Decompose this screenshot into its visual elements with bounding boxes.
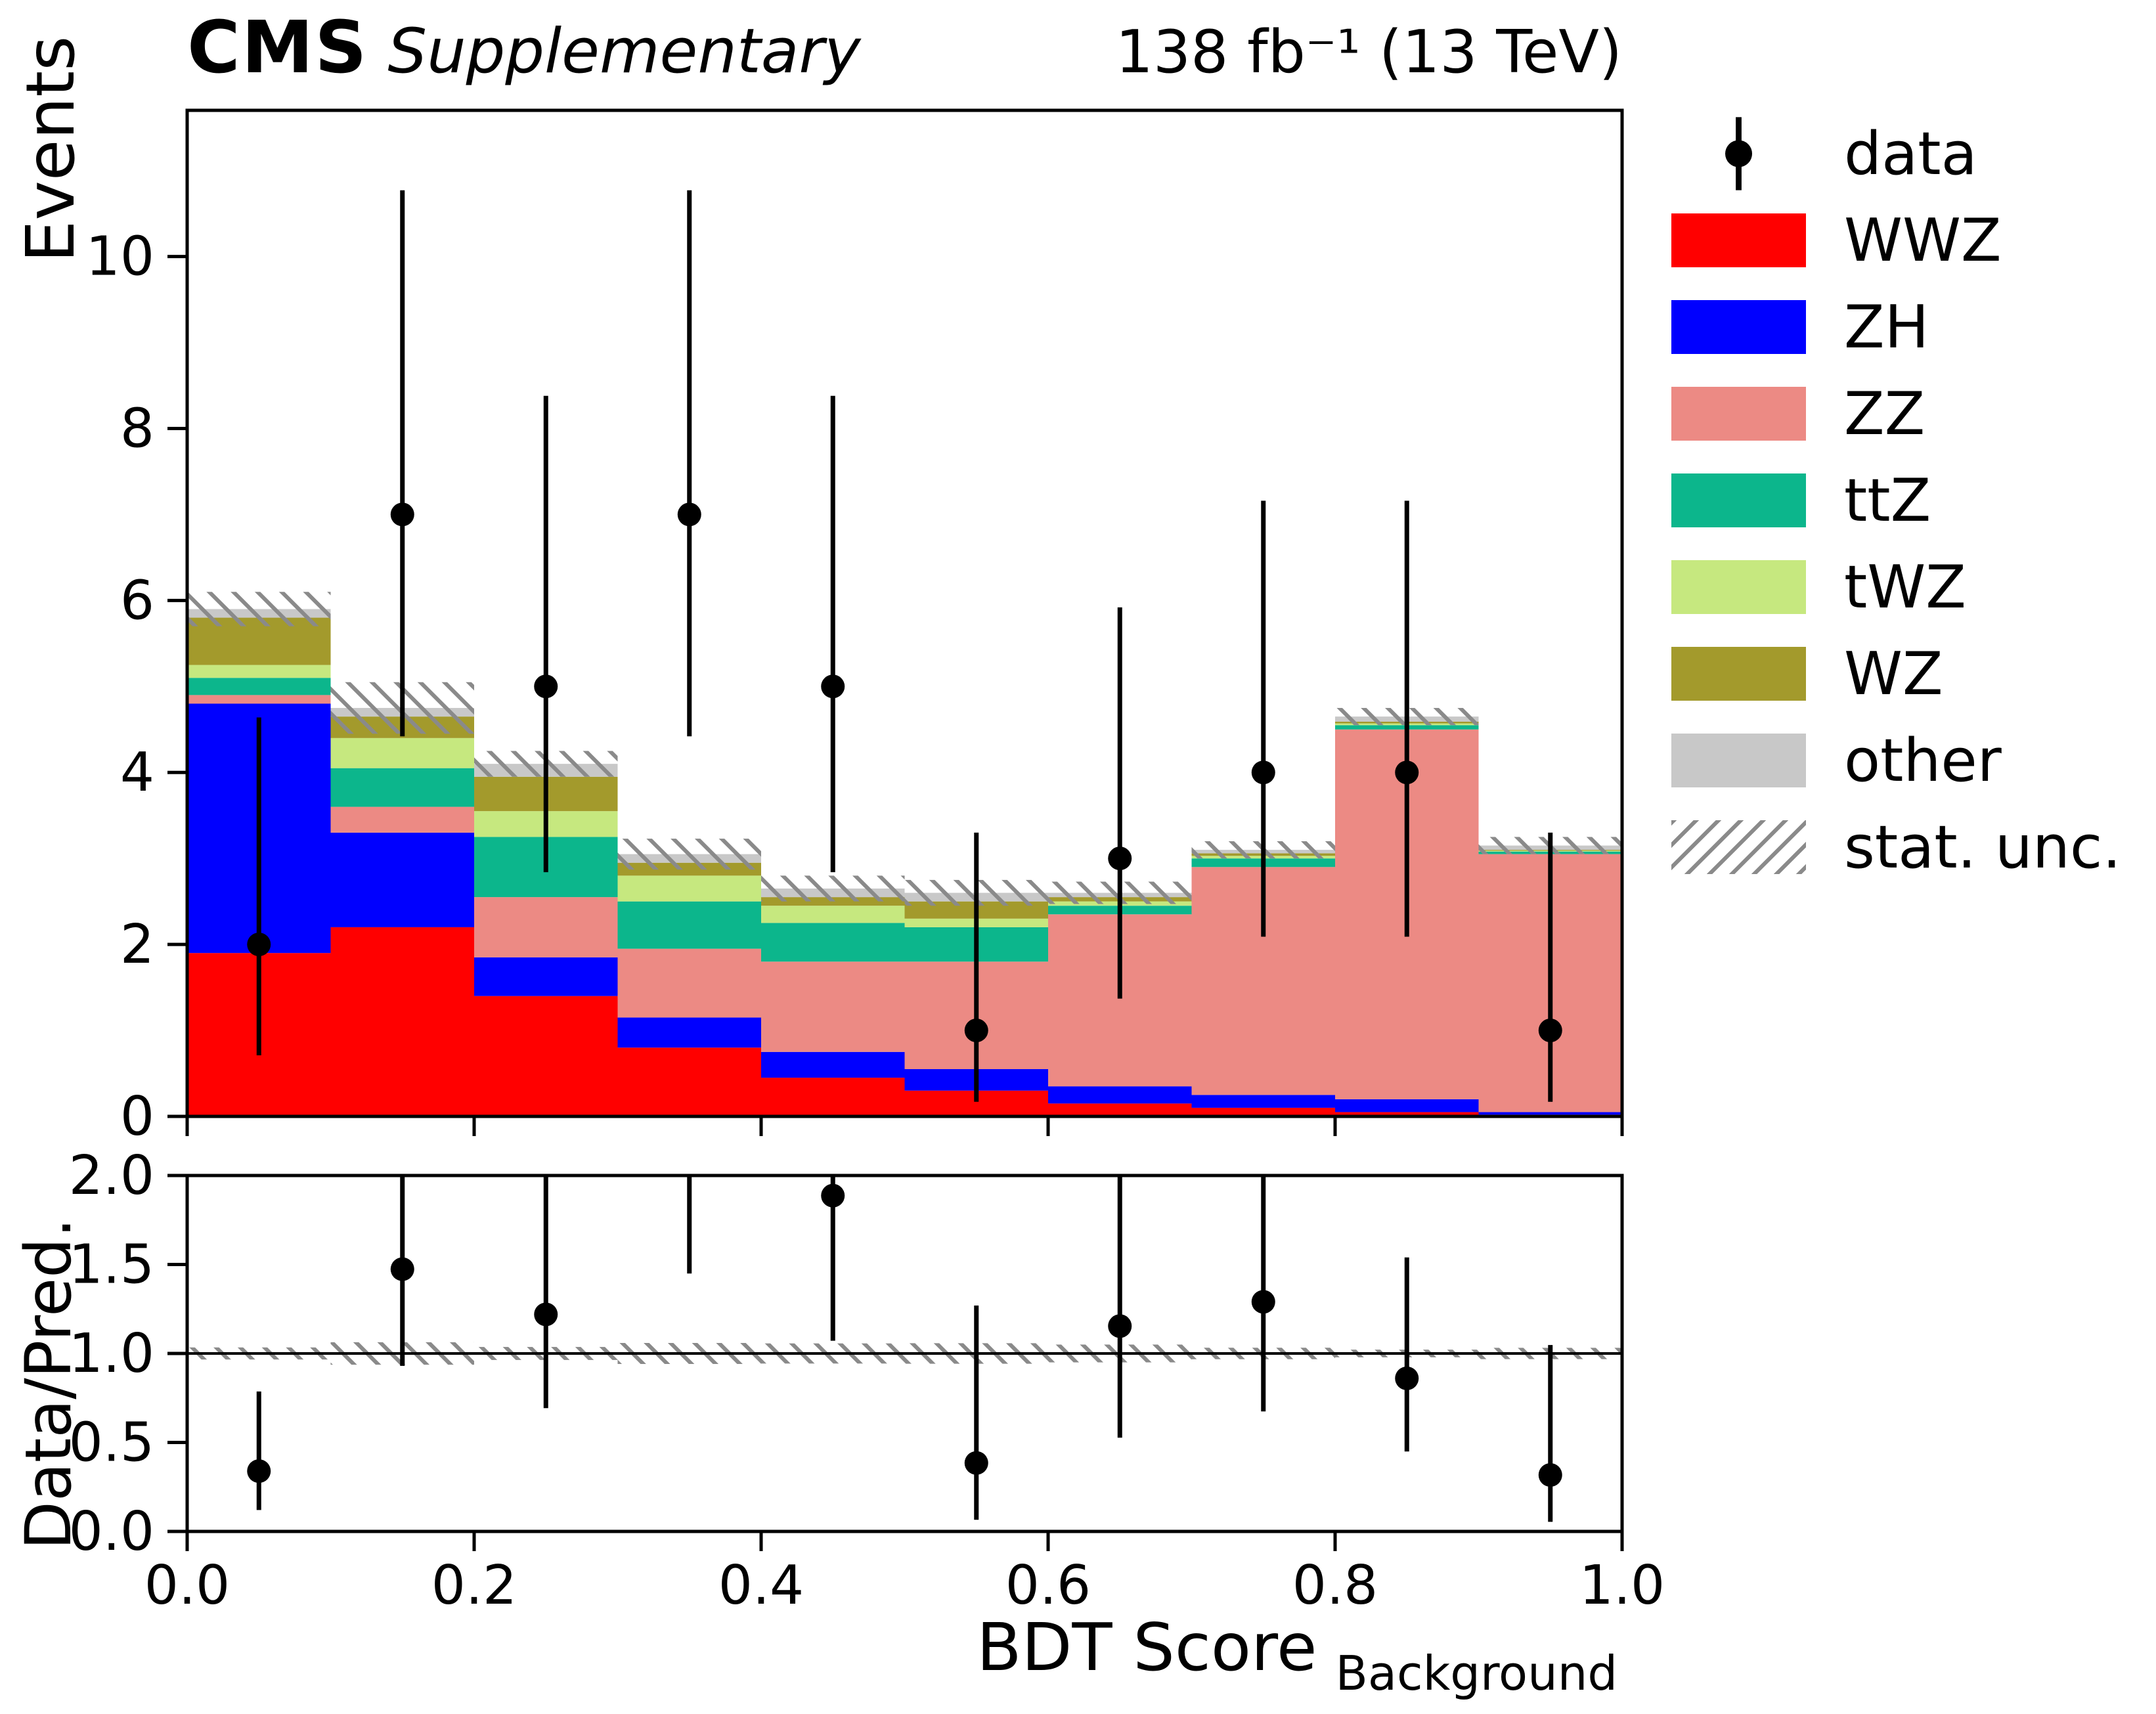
- ratio-ytick-label: 1.0: [69, 1323, 154, 1385]
- legend-swatch-box: [1671, 647, 1806, 701]
- top-ytick-label: 4: [120, 741, 154, 804]
- legend-item-other: other: [1671, 717, 2121, 804]
- ratio-ytick-label: 0.0: [69, 1501, 154, 1563]
- xtick-label: 0.2: [431, 1554, 517, 1617]
- legend-label: other: [1844, 726, 2002, 795]
- legend-swatch-box: [1671, 734, 1806, 787]
- top-ytick-label: 10: [86, 226, 154, 288]
- legend-item-wwz: WWZ: [1671, 197, 2121, 284]
- legend-item-zz: ZZ: [1671, 370, 2121, 457]
- legend-item-zh: ZH: [1671, 284, 2121, 370]
- legend-label: tWZ: [1844, 552, 1966, 622]
- legend-label: WWZ: [1844, 206, 2002, 275]
- luminosity-label: 138 fb⁻¹ (13 TeV): [1115, 18, 1622, 87]
- xtick-label: 0.4: [718, 1554, 804, 1617]
- legend: data WWZ ZH ZZ ttZ tWZ WZ other stat. unc.: [1671, 110, 2121, 890]
- legend-swatch-hatch: [1671, 820, 1806, 874]
- legend-label: stat. unc.: [1844, 812, 2122, 882]
- ratio-ytick-label: 1.5: [69, 1234, 154, 1296]
- top-panel-frame: [185, 108, 1624, 1118]
- legend-swatch-box: [1671, 300, 1806, 354]
- ratio-ytick-label: 2.0: [69, 1145, 154, 1207]
- cms-label: CMS: [187, 5, 368, 89]
- ratio-points: [247, 1176, 1562, 1522]
- top-ytick-label: 6: [120, 569, 154, 632]
- legend-item-wz: WZ: [1671, 630, 2121, 717]
- xtick-label: 0.6: [1005, 1554, 1091, 1617]
- legend-label: data: [1844, 119, 1977, 188]
- x-axis-label: BDT Score Background: [887, 1609, 1707, 1701]
- legend-item-data: data: [1671, 110, 2121, 197]
- top-ytick-label: 8: [120, 397, 154, 460]
- legend-item-ttz: ttZ: [1671, 457, 2121, 544]
- top-ytick-label: 0: [120, 1086, 154, 1148]
- legend-item-stat-unc: stat. unc.: [1671, 804, 2121, 890]
- x-axis-label-main: BDT Score: [976, 1609, 1317, 1686]
- figure-header: CMS Supplementary 138 fb⁻¹ (13 TeV): [187, 5, 1622, 89]
- legend-label: ZZ: [1844, 379, 1925, 449]
- series-ZZ: [187, 695, 1622, 1112]
- legend-swatch-box: [1671, 387, 1806, 441]
- legend-swatch-box: [1671, 213, 1806, 267]
- xtick-label: 0.8: [1292, 1554, 1378, 1617]
- legend-label: ttZ: [1844, 466, 1931, 535]
- data-points: [247, 190, 1562, 1102]
- legend-swatch-box: [1671, 473, 1806, 527]
- x-axis-label-sub: Background: [1335, 1646, 1618, 1701]
- ratio-ytick-label: 0.5: [69, 1412, 154, 1474]
- top-ytick-label: 2: [120, 913, 154, 976]
- legend-label: WZ: [1844, 639, 1943, 709]
- xtick-label: 1.0: [1579, 1554, 1665, 1617]
- legend-swatch-box: [1671, 560, 1806, 614]
- xtick-label: 0.0: [144, 1554, 230, 1617]
- supplementary-label: Supplementary: [387, 16, 861, 87]
- legend-swatch-data-marker-icon: [1671, 111, 1806, 196]
- legend-item-twz: tWZ: [1671, 544, 2121, 630]
- legend-label: ZH: [1844, 292, 1929, 362]
